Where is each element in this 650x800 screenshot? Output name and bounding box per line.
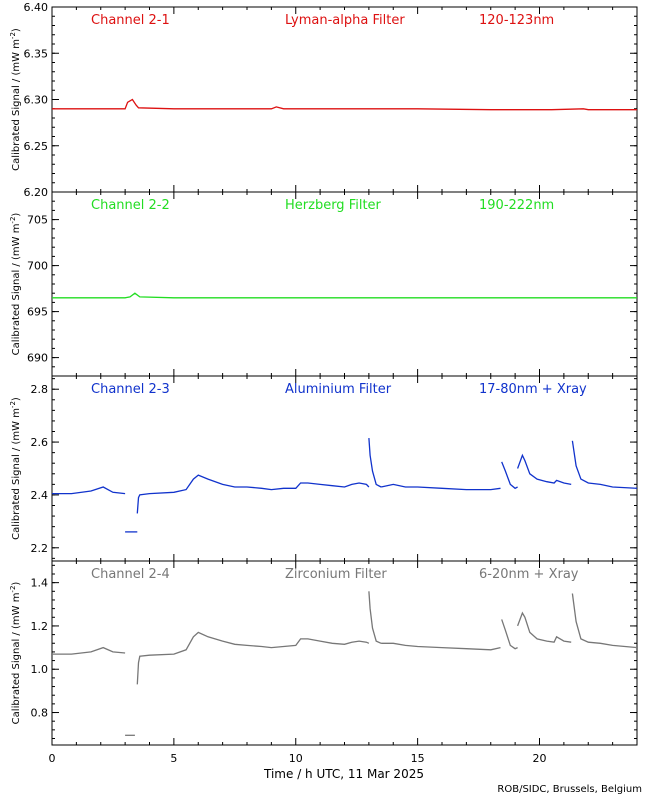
y-axis-label-exponent: -2 bbox=[9, 32, 17, 39]
y-axis-label: Calibrated Signal / (mW m-2) bbox=[9, 397, 22, 540]
y-axis-label-close: ) bbox=[11, 397, 22, 401]
y-tick-label: 6.40 bbox=[24, 1, 49, 14]
y-tick-label: 1.0 bbox=[31, 663, 49, 676]
y-tick-label: 2.2 bbox=[31, 542, 49, 555]
y-tick-label: 700 bbox=[27, 260, 48, 273]
series-line-3 bbox=[136, 631, 370, 685]
series-line-8 bbox=[571, 440, 637, 489]
series-line-3 bbox=[136, 474, 370, 514]
y-tick-label: 705 bbox=[27, 214, 48, 227]
credit-text: ROB/SIDC, Brussels, Belgium bbox=[497, 784, 642, 795]
x-tick-label: 20 bbox=[533, 752, 547, 765]
panel-1: 6.20 6.25 6.30 6.35 6.40 Calibrated Signal / … bbox=[9, 1, 638, 199]
panel-filter-title: Zirconium Filter bbox=[285, 567, 387, 582]
panel-band-title: 190-222nm bbox=[479, 198, 554, 213]
series-line-7 bbox=[516, 453, 572, 486]
series-line-8 bbox=[571, 593, 637, 649]
series-line-5 bbox=[380, 483, 501, 491]
y-tick-label: 6.35 bbox=[24, 47, 49, 60]
series-line-4 bbox=[368, 591, 382, 644]
series-line-1 bbox=[52, 486, 126, 495]
y-tick-label: 6.30 bbox=[24, 94, 49, 107]
y-axis-label-exponent: -2 bbox=[9, 217, 17, 224]
y-axis-label-exponent: -2 bbox=[9, 401, 17, 408]
y-tick-label: 695 bbox=[27, 306, 48, 319]
panel-4: 0.8 1.0 1.2 1.4 Calibrated Signal / (mW m-2)… bbox=[9, 560, 638, 746]
y-tick-label: 2.4 bbox=[31, 489, 49, 502]
y-tick-label: 2.6 bbox=[31, 436, 49, 449]
y-axis-label-text: Calibrated Signal / (mW m bbox=[11, 593, 22, 725]
y-axis-label: Calibrated Signal / (mW m-2) bbox=[9, 582, 22, 725]
series-line-6 bbox=[501, 461, 518, 490]
y-tick-label: 6.20 bbox=[24, 186, 49, 199]
y-axis-label-close: ) bbox=[11, 582, 22, 586]
x-tick-label: 10 bbox=[289, 752, 303, 765]
x-tick-label: 15 bbox=[411, 752, 425, 765]
y-axis-label-text: Calibrated Signal / (mW m bbox=[11, 408, 22, 540]
y-tick-label: 6.25 bbox=[24, 140, 49, 153]
panel-frame bbox=[51, 191, 638, 377]
panel-channel-title: Channel 2-1 bbox=[91, 13, 170, 28]
panel-channel-title: Channel 2-2 bbox=[91, 198, 170, 213]
series-line-7 bbox=[516, 611, 572, 643]
series-line-1 bbox=[52, 98, 637, 111]
series-line-1 bbox=[52, 292, 637, 299]
y-tick-label: 0.8 bbox=[31, 707, 49, 720]
y-axis-label-exponent: -2 bbox=[9, 586, 17, 593]
x-tick-label: 0 bbox=[49, 752, 56, 765]
y-tick-label: 690 bbox=[27, 352, 48, 365]
panel-filter-title: Aluminium Filter bbox=[285, 382, 392, 397]
panel-frame bbox=[51, 6, 638, 193]
series-line-4 bbox=[368, 438, 382, 488]
y-axis-label-close: ) bbox=[11, 213, 22, 217]
y-axis-label-close: ) bbox=[11, 28, 22, 32]
series-line-5 bbox=[381, 642, 501, 651]
panel-frame bbox=[51, 375, 638, 562]
x-axis-label: Time / h UTC, 11 Mar 2025 bbox=[263, 767, 424, 781]
panel-frame bbox=[51, 560, 638, 746]
y-axis-label-text: Calibrated Signal / (mW m bbox=[11, 39, 22, 171]
panel-band-title: 6-20nm + Xray bbox=[479, 567, 579, 582]
chart-panels: 6.20 6.25 6.30 6.35 6.40 Calibrated Signal / … bbox=[9, 1, 638, 765]
panel-channel-title: Channel 2-3 bbox=[91, 382, 170, 397]
panel-2: 690 695 700 705 Calibrated Signal / (mW m-2)… bbox=[9, 191, 638, 377]
x-tick-label: 5 bbox=[170, 752, 177, 765]
panel-band-title: 120-123nm bbox=[479, 13, 554, 28]
y-axis-label-text: Calibrated Signal / (mW m bbox=[11, 224, 22, 356]
y-tick-label: 1.4 bbox=[31, 577, 49, 590]
panel-filter-title: Herzberg Filter bbox=[285, 198, 382, 213]
panel-3: 2.2 2.4 2.6 2.8 Calibrated Signal / (mW m-2)… bbox=[9, 375, 638, 562]
panel-filter-title: Lyman-alpha Filter bbox=[285, 13, 405, 28]
series-line-6 bbox=[501, 619, 518, 650]
y-tick-label: 1.2 bbox=[31, 620, 49, 633]
panel-channel-title: Channel 2-4 bbox=[91, 567, 170, 582]
panel-band-title: 17-80nm + Xray bbox=[479, 382, 587, 397]
series-line-1 bbox=[52, 646, 126, 655]
y-axis-label: Calibrated Signal / (mW m-2) bbox=[9, 28, 22, 171]
y-axis-label: Calibrated Signal / (mW m-2) bbox=[9, 213, 22, 356]
y-tick-label: 2.8 bbox=[31, 383, 49, 396]
